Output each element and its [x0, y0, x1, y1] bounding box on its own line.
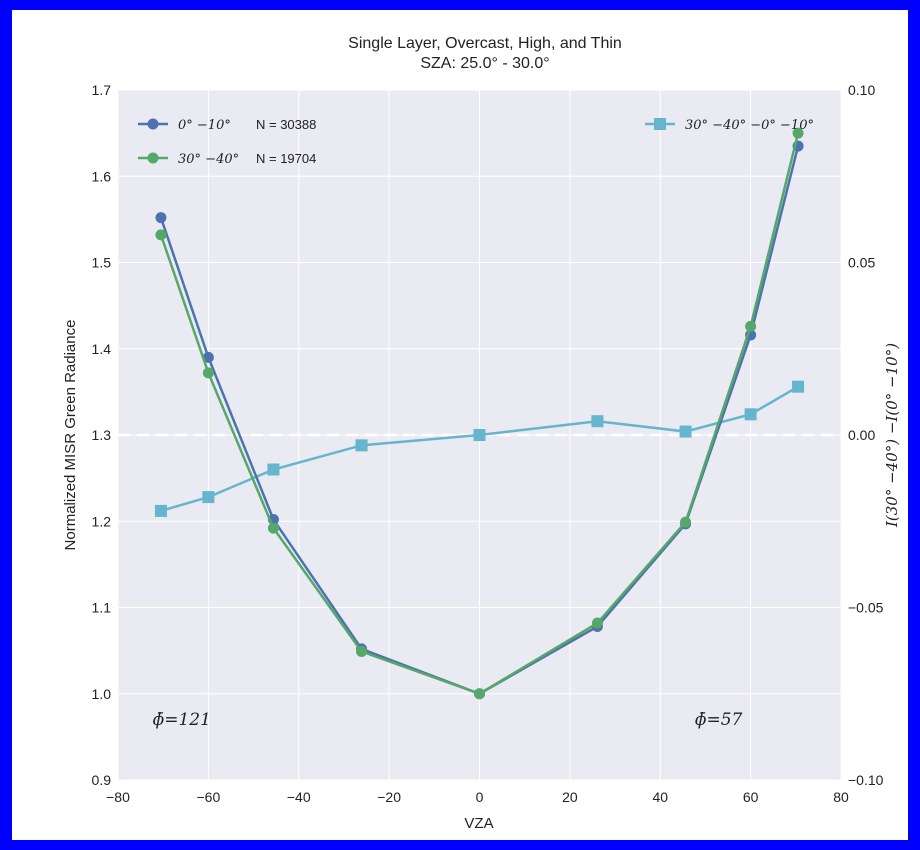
data-point-square	[792, 380, 805, 393]
data-point-square	[267, 463, 280, 476]
data-point-square	[679, 425, 692, 438]
y-tick-labels: 0.9 1.0 1.1 1.2 1.3 1.4 1.5 1.6 1.7	[92, 82, 112, 788]
figure-frame: Single Layer, Overcast, High, and Thin S…	[12, 10, 908, 840]
legend-left: 0° −10° N = 30388 30° −40° N = 19704	[138, 117, 316, 167]
legend-label: 30° −40° −0° −10°	[685, 118, 814, 133]
x-tick-label: 80	[833, 789, 849, 805]
legend-marker-circle	[147, 118, 159, 130]
x-tick-label: −20	[377, 789, 401, 805]
annotations: ϕ̄=121 ϕ̄=57	[153, 710, 743, 730]
legend-entry-difference: 30° −40° −0° −10°	[645, 118, 814, 133]
legend-label: 30° −40°	[178, 152, 239, 167]
y2-tick-label: −0.05	[848, 600, 884, 616]
legend-marker-circle	[147, 152, 159, 164]
y-tick-label: 1.0	[92, 686, 112, 702]
data-point-circle	[202, 351, 214, 363]
y-tick-label: 1.5	[92, 255, 112, 271]
x-tick-label: −80	[106, 789, 130, 805]
legend-marker-square	[654, 118, 666, 130]
line-chart: Single Layer, Overcast, High, and Thin S…	[62, 35, 901, 832]
series-2	[154, 380, 805, 517]
data-point-square	[591, 415, 604, 428]
x-tick-label: −40	[287, 789, 311, 805]
y-tick-label: 1.7	[92, 82, 112, 98]
series-1	[155, 127, 804, 700]
legend-right: 30° −40° −0° −10°	[645, 118, 814, 133]
y-tick-label: 0.9	[92, 772, 112, 788]
data-point-circle	[267, 522, 279, 534]
data-point-square	[202, 491, 215, 504]
data-point-circle	[745, 320, 757, 332]
data-point-circle	[155, 212, 167, 224]
legend-entry-30-40: 30° −40° N = 19704	[138, 151, 316, 167]
x-tick-label: 0	[476, 789, 484, 805]
legend-count: N = 19704	[256, 151, 316, 166]
legend-label: 0° −10°	[178, 118, 231, 133]
data-point-square	[154, 504, 167, 517]
y2-tick-label: 0.10	[848, 82, 875, 98]
x-tick-label: 60	[743, 789, 759, 805]
data-point-circle	[356, 645, 368, 657]
series-layer	[154, 127, 805, 700]
data-point-circle	[474, 688, 485, 700]
legend-count: N = 30388	[256, 117, 316, 132]
y2-tick-label: −0.10	[848, 772, 884, 788]
chart-title: Single Layer, Overcast, High, and Thin	[348, 35, 622, 52]
data-point-circle	[792, 127, 804, 139]
x-tick-labels: −80 −60 −40 −20 0 20 40 60 80	[106, 789, 849, 805]
data-point-circle	[202, 367, 214, 379]
chart-subtitle: SZA: 25.0° - 30.0°	[420, 55, 549, 72]
phi-annotation: ϕ̄=57	[695, 710, 743, 730]
data-point-circle	[155, 229, 167, 241]
y2-tick-labels: −0.10 −0.05 0.00 0.05 0.10	[848, 82, 884, 788]
y2-tick-label: 0.00	[848, 427, 875, 443]
data-point-circle	[680, 516, 692, 528]
x-tick-label: −60	[197, 789, 221, 805]
data-point-square	[473, 429, 486, 441]
y2-axis-label: I(30° −40°) −I(0° −10°)	[883, 343, 901, 528]
data-point-square	[355, 439, 368, 452]
data-point-circle	[591, 617, 603, 629]
y-tick-label: 1.2	[92, 513, 112, 529]
x-axis-label: VZA	[464, 815, 493, 832]
phi-annotation: ϕ̄=121	[153, 710, 211, 730]
y-tick-label: 1.4	[92, 341, 112, 357]
y2-tick-label: 0.05	[848, 255, 875, 271]
y-tick-label: 1.3	[92, 427, 112, 443]
data-point-square	[744, 408, 757, 421]
y-axis-label: Normalized MISR Green Radiance	[62, 320, 79, 551]
x-tick-label: 20	[562, 789, 578, 805]
y-tick-label: 1.1	[92, 600, 112, 616]
y-tick-label: 1.6	[92, 168, 112, 184]
legend-entry-0-10: 0° −10° N = 30388	[138, 117, 316, 133]
x-tick-label: 40	[652, 789, 668, 805]
